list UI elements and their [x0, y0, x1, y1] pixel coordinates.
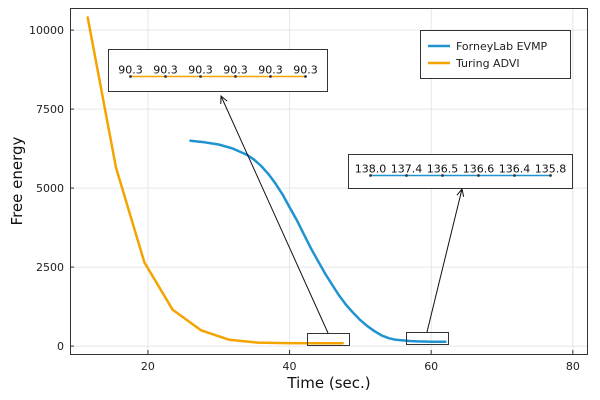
x-tick-label: 60 — [424, 360, 438, 373]
inset-point — [549, 174, 552, 177]
inset-point — [405, 174, 408, 177]
y-tick-label: 10000 — [29, 24, 64, 37]
inset-value-label: 90.3 — [153, 64, 178, 77]
inset-point — [199, 75, 202, 78]
inset-point — [513, 174, 516, 177]
axis-ticks: 20 40 60 80 0 2500 5000 7500 10000 — [29, 24, 580, 373]
inset-value-label: 136.6 — [463, 163, 495, 176]
inset-point — [269, 75, 272, 78]
inset-value-label: 136.4 — [499, 163, 531, 176]
inset-value-label: 138.0 — [355, 163, 387, 176]
zoom-arrowhead — [220, 94, 228, 105]
inset-value-label: 90.3 — [223, 64, 248, 77]
y-tick-label: 7500 — [36, 103, 64, 116]
inset-value-label: 90.3 — [188, 64, 213, 77]
inset-point — [441, 174, 444, 177]
inset-point — [234, 75, 237, 78]
series-line-turing — [86, 16, 344, 345]
inset-value-label: 137.4 — [391, 163, 423, 176]
x-tick-label: 20 — [141, 360, 155, 373]
legend-label-turing: Turing ADVI — [455, 57, 520, 70]
zoom-markers — [220, 94, 465, 346]
x-tick-label: 80 — [566, 360, 580, 373]
inset-box — [108, 49, 328, 92]
x-axis-title: Time (sec.) — [286, 374, 370, 392]
inset-point — [477, 174, 480, 177]
series-lines — [86, 16, 447, 345]
inset-point — [369, 174, 372, 177]
plot-frame — [70, 8, 588, 355]
zoom-region-box — [307, 333, 350, 346]
inset-value-label: 136.5 — [427, 163, 459, 176]
inset-value-label: 90.3 — [293, 64, 318, 77]
zoom-arrow — [426, 188, 463, 333]
legend-box — [420, 30, 571, 79]
inset-point — [304, 75, 307, 78]
y-tick-label: 5000 — [36, 182, 64, 195]
inset-box — [348, 154, 573, 189]
inset-point — [164, 75, 167, 78]
zoom-arrow — [220, 95, 329, 334]
series-line-forneylab — [189, 139, 447, 344]
inset-point — [129, 75, 132, 78]
insets: 90.3 90.3 90.3 90.3 90.3 90.3 138.0 137.4 136.5 1… — [108, 49, 573, 189]
y-tick-label: 2500 — [36, 261, 64, 274]
legend-label-forneylab: ForneyLab EVMP — [456, 40, 548, 53]
inset-value-label: 90.3 — [258, 64, 283, 77]
x-tick-label: 40 — [283, 360, 297, 373]
inset-value-label: 135.8 — [535, 163, 567, 176]
y-tick-label: 0 — [57, 340, 64, 353]
zoom-region-box — [406, 332, 449, 345]
legend: ForneyLab EVMP Turing ADVI — [420, 30, 571, 79]
inset-value-label: 90.3 — [118, 64, 143, 77]
y-axis-title: Free energy — [8, 136, 26, 225]
